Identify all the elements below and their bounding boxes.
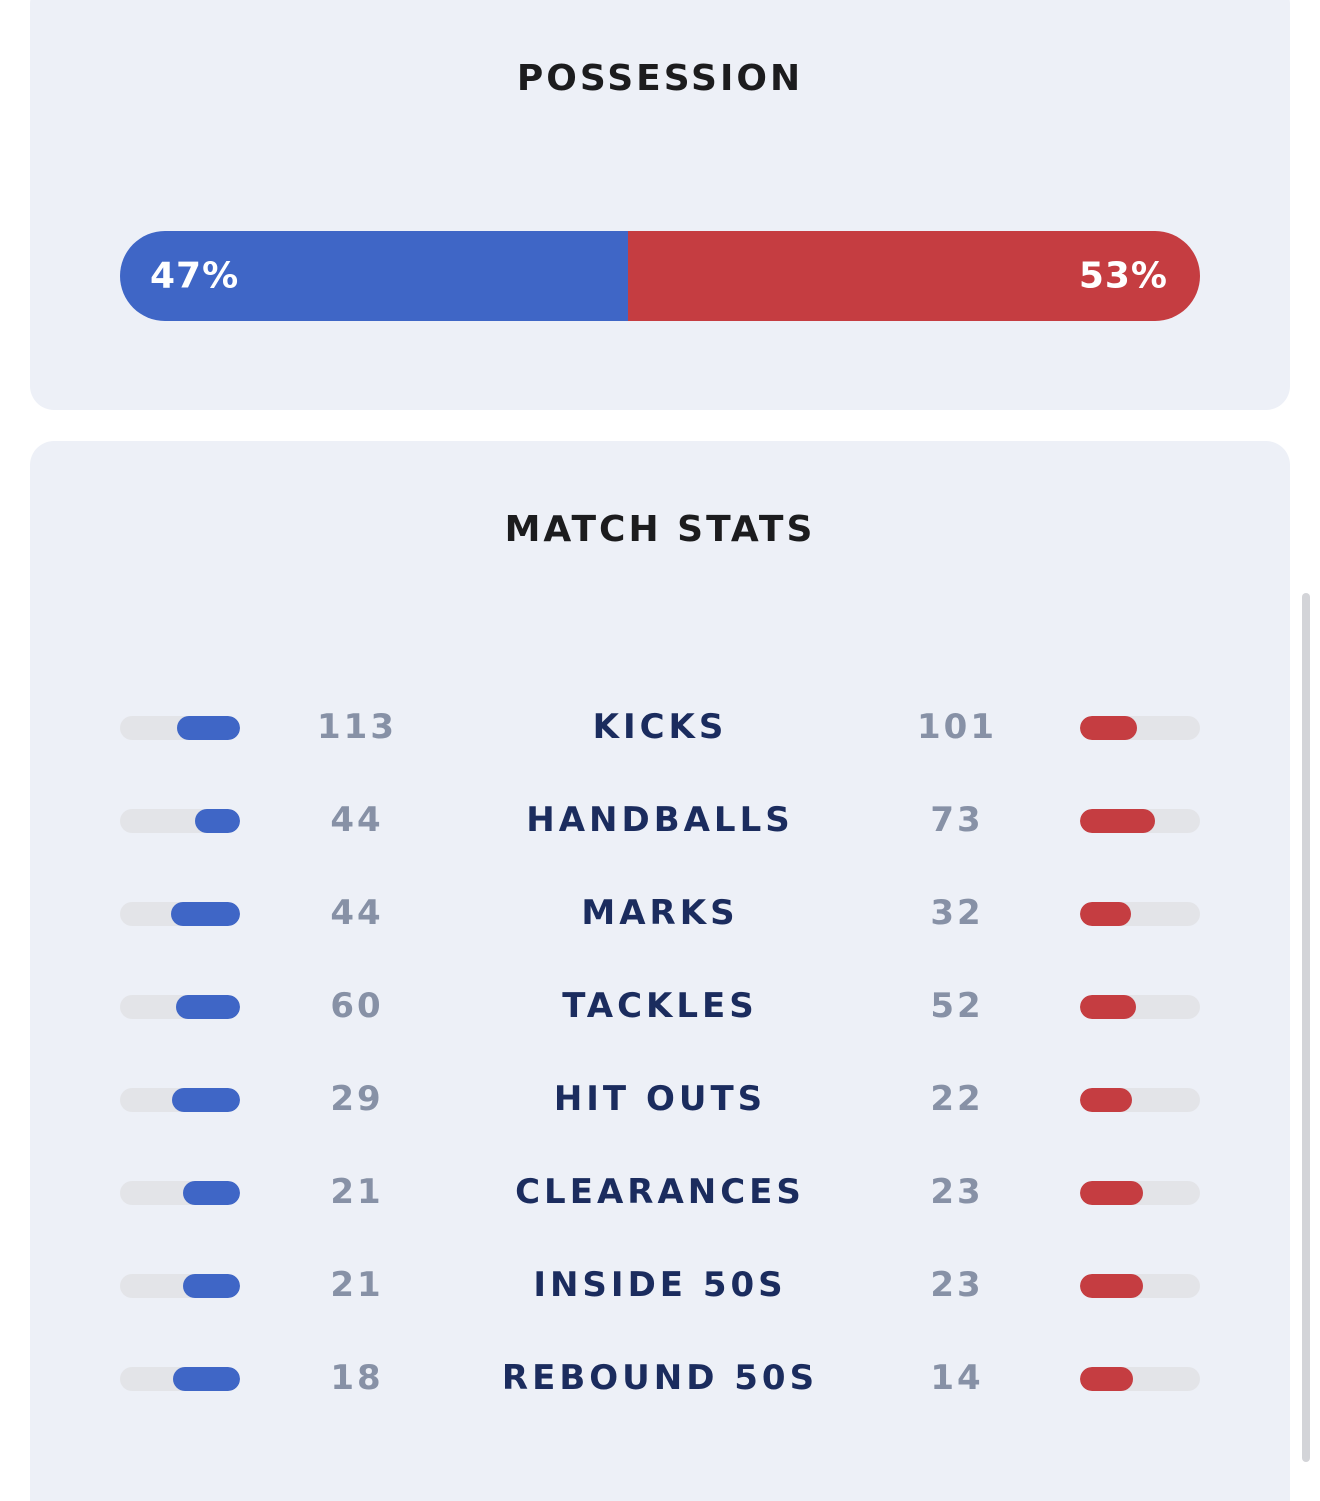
home-stat-bar	[120, 809, 240, 833]
home-stat-value: 113	[317, 707, 397, 747]
away-stat-value: 22	[930, 1079, 984, 1119]
stat-label: KICKS	[592, 707, 728, 747]
stat-row-hit-outs: 29 HIT OUTS 22	[30, 1069, 1290, 1129]
stat-label: TACKLES	[562, 986, 758, 1026]
away-stat-value: 52	[930, 986, 984, 1026]
home-stat-value: 44	[330, 800, 384, 840]
match-stats-title: MATCH STATS	[504, 509, 816, 550]
home-stat-bar	[120, 995, 240, 1019]
away-stat-value: 32	[930, 893, 984, 933]
home-stat-fill	[194, 809, 240, 833]
away-stat-value: 101	[917, 707, 997, 747]
possession-title: POSSESSION	[516, 58, 804, 99]
away-stat-bar	[1080, 1181, 1200, 1205]
away-stat-bar	[1080, 1367, 1200, 1391]
home-stat-fill	[176, 716, 240, 740]
away-stat-bar	[1080, 809, 1200, 833]
possession-home-segment: 47%	[120, 231, 628, 321]
stat-label: REBOUND 50S	[501, 1358, 819, 1398]
possession-home-label: 47%	[150, 255, 240, 297]
away-stat-fill	[1080, 716, 1137, 740]
possession-card: POSSESSION 47% 53%	[30, 0, 1290, 410]
away-stat-fill	[1080, 902, 1131, 926]
away-stat-bar	[1080, 1274, 1200, 1298]
stat-row-kicks: 113 KICKS 101	[30, 697, 1290, 757]
away-stat-value: 73	[930, 800, 984, 840]
stat-label: HANDBALLS	[526, 800, 794, 840]
home-stat-bar	[120, 1274, 240, 1298]
home-stat-bar	[120, 1367, 240, 1391]
home-stat-value: 44	[330, 893, 384, 933]
home-stat-fill	[172, 1367, 240, 1391]
away-stat-fill	[1080, 1181, 1143, 1205]
home-stat-value: 21	[330, 1172, 384, 1212]
possession-away-label: 53%	[1078, 255, 1168, 297]
stat-row-rebound-50s: 18 REBOUND 50S 14	[30, 1348, 1290, 1408]
home-stat-bar	[120, 902, 240, 926]
possession-bar: 47% 53%	[120, 231, 1200, 321]
away-stat-fill	[1080, 1088, 1132, 1112]
home-stat-bar	[120, 716, 240, 740]
possession-away-segment: 53%	[627, 231, 1200, 321]
stat-row-inside-50s: 21 INSIDE 50S 23	[30, 1255, 1290, 1315]
stat-row-tackles: 60 TACKLES 52	[30, 976, 1290, 1036]
home-stat-bar	[120, 1088, 240, 1112]
home-stat-fill	[182, 1274, 240, 1298]
home-stat-fill	[171, 1088, 240, 1112]
home-stat-value: 18	[330, 1358, 384, 1398]
home-stat-fill	[175, 995, 240, 1019]
stat-row-handballs: 44 HANDBALLS 73	[30, 790, 1290, 850]
away-stat-value: 14	[930, 1358, 984, 1398]
home-stat-value: 60	[330, 986, 384, 1026]
away-stat-value: 23	[930, 1265, 984, 1305]
away-stat-fill	[1080, 809, 1155, 833]
home-stat-value: 29	[330, 1079, 384, 1119]
home-stat-bar	[120, 1181, 240, 1205]
away-stat-bar	[1080, 902, 1200, 926]
stat-row-clearances: 21 CLEARANCES 23	[30, 1162, 1290, 1222]
match-stats-card: MATCH STATS 113 KICKS 101 44 HANDBALLS 7…	[30, 441, 1290, 1501]
away-stat-fill	[1080, 995, 1136, 1019]
scrollbar[interactable]	[1302, 593, 1310, 1462]
home-stat-fill	[182, 1181, 240, 1205]
stat-label: INSIDE 50S	[533, 1265, 787, 1305]
away-stat-value: 23	[930, 1172, 984, 1212]
home-stat-fill	[170, 902, 240, 926]
away-stat-fill	[1080, 1274, 1143, 1298]
away-stat-bar	[1080, 1088, 1200, 1112]
stat-label: HIT OUTS	[553, 1079, 767, 1119]
stat-label: CLEARANCES	[515, 1172, 805, 1212]
stat-row-marks: 44 MARKS 32	[30, 883, 1290, 943]
away-stat-fill	[1080, 1367, 1133, 1391]
away-stat-bar	[1080, 716, 1200, 740]
stat-label: MARKS	[581, 893, 739, 933]
home-stat-value: 21	[330, 1265, 384, 1305]
away-stat-bar	[1080, 995, 1200, 1019]
